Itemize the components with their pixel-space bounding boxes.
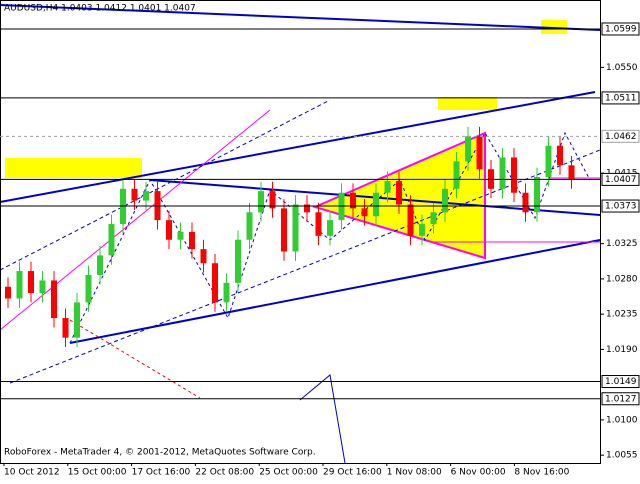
candle-body: [74, 302, 80, 338]
candle-body: [143, 191, 149, 201]
level-label: 1.0462: [605, 132, 637, 142]
candle-body: [361, 208, 368, 217]
level-label: 1.0407: [605, 175, 637, 185]
candle-body: [97, 255, 103, 275]
level-label-box: [601, 172, 640, 186]
candle-body: [5, 286, 11, 299]
y-tick-label: 1.0055: [606, 451, 638, 461]
level-label-box: [601, 199, 640, 213]
level-label-box: [601, 392, 640, 406]
candle-body: [304, 204, 310, 213]
level-label: 1.0373: [605, 202, 637, 212]
candle-body: [258, 191, 264, 213]
candle-body: [166, 220, 172, 240]
candle-body: [200, 249, 207, 264]
candle-body: [419, 224, 425, 236]
x-tick-label: 25 Oct 00:00: [259, 468, 318, 478]
candle-body: [568, 165, 575, 180]
x-tick-label: 8 Nov 16:00: [514, 468, 569, 478]
zone: [541, 20, 567, 34]
y-tick-label: 1.0550: [606, 63, 638, 73]
candle-body: [28, 271, 34, 293]
candle-body: [522, 192, 529, 213]
dashed-line: [9, 149, 601, 384]
candle-body: [384, 180, 391, 193]
candle-body: [212, 263, 218, 303]
dashed-line: [0, 99, 331, 271]
candle-body: [108, 224, 115, 256]
candle-body: [281, 208, 287, 252]
candle-body: [430, 212, 437, 225]
wave-path: [69, 131, 591, 344]
level-label-box: [601, 375, 640, 389]
candle-body: [62, 318, 69, 338]
candle-body: [327, 220, 333, 236]
x-tick-label: 29 Oct 16:00: [323, 468, 382, 478]
trend-line: [69, 239, 601, 344]
level-label: 1.0149: [605, 377, 637, 387]
x-tick-label: 6 Nov 00:00: [451, 468, 506, 478]
dashed-line: [69, 319, 201, 399]
candle-body: [16, 271, 23, 299]
candle-body: [85, 274, 92, 303]
x-tick-label: 10 Oct 2012: [4, 468, 60, 478]
chart-title: AUDUSD,H4 1.0403 1.0412 1.0401 1.0407: [4, 4, 196, 14]
zone: [438, 97, 497, 110]
candle-body: [269, 191, 276, 209]
candle-body: [235, 239, 241, 283]
candle-body: [39, 280, 46, 293]
trend-line: [0, 109, 271, 331]
trend-line: [0, 91, 596, 203]
y-tick-label: 1.0100: [606, 415, 638, 425]
candle-body: [131, 188, 138, 201]
x-tick-label: 17 Oct 16:00: [132, 468, 191, 478]
candle-body: [453, 161, 460, 189]
level-label-box: [601, 91, 640, 105]
level-label: 1.0599: [605, 24, 637, 34]
candle-body: [223, 282, 230, 303]
candle-body: [442, 188, 448, 213]
level-label: 1.0127: [605, 394, 637, 404]
candle-body: [373, 192, 379, 217]
y-tick-label: 1.0235: [606, 310, 638, 320]
plot-frame: [0, 0, 601, 464]
zone: [5, 158, 142, 178]
candle-body: [557, 145, 563, 166]
candle-body: [476, 136, 483, 170]
x-tick-label: 22 Oct 08:00: [195, 468, 254, 478]
candle-body: [545, 145, 552, 178]
candle-body: [315, 212, 322, 236]
y-tick-label: 1.0280: [606, 274, 638, 284]
candle-body: [396, 180, 402, 205]
candle-body: [407, 204, 414, 236]
y-tick-label: 1.0190: [606, 345, 638, 355]
x-tick-label: 15 Oct 00:00: [68, 468, 127, 478]
candle-body: [51, 280, 57, 319]
candle-body: [465, 136, 471, 162]
level-label-box: [601, 22, 640, 36]
footer: RoboForex - MetaTrader 4, © 2001-2012, M…: [4, 448, 316, 458]
candle-body: [350, 192, 356, 209]
candle-body: [499, 157, 506, 189]
level-label: 1.0511: [605, 93, 637, 103]
candle-body: [292, 204, 299, 252]
x-tick-label: 1 Nov 08:00: [387, 468, 442, 478]
candle-body: [177, 231, 184, 240]
candles: [5, 126, 575, 348]
trend-line: [0, 4, 601, 31]
candle-body: [511, 157, 517, 193]
level-label-box: [601, 129, 640, 143]
candle-body: [189, 231, 195, 250]
wave-path: [299, 374, 346, 464]
candle-body: [534, 177, 540, 213]
y-tick-label: 1.0325: [606, 239, 638, 249]
candle-body: [246, 212, 253, 240]
